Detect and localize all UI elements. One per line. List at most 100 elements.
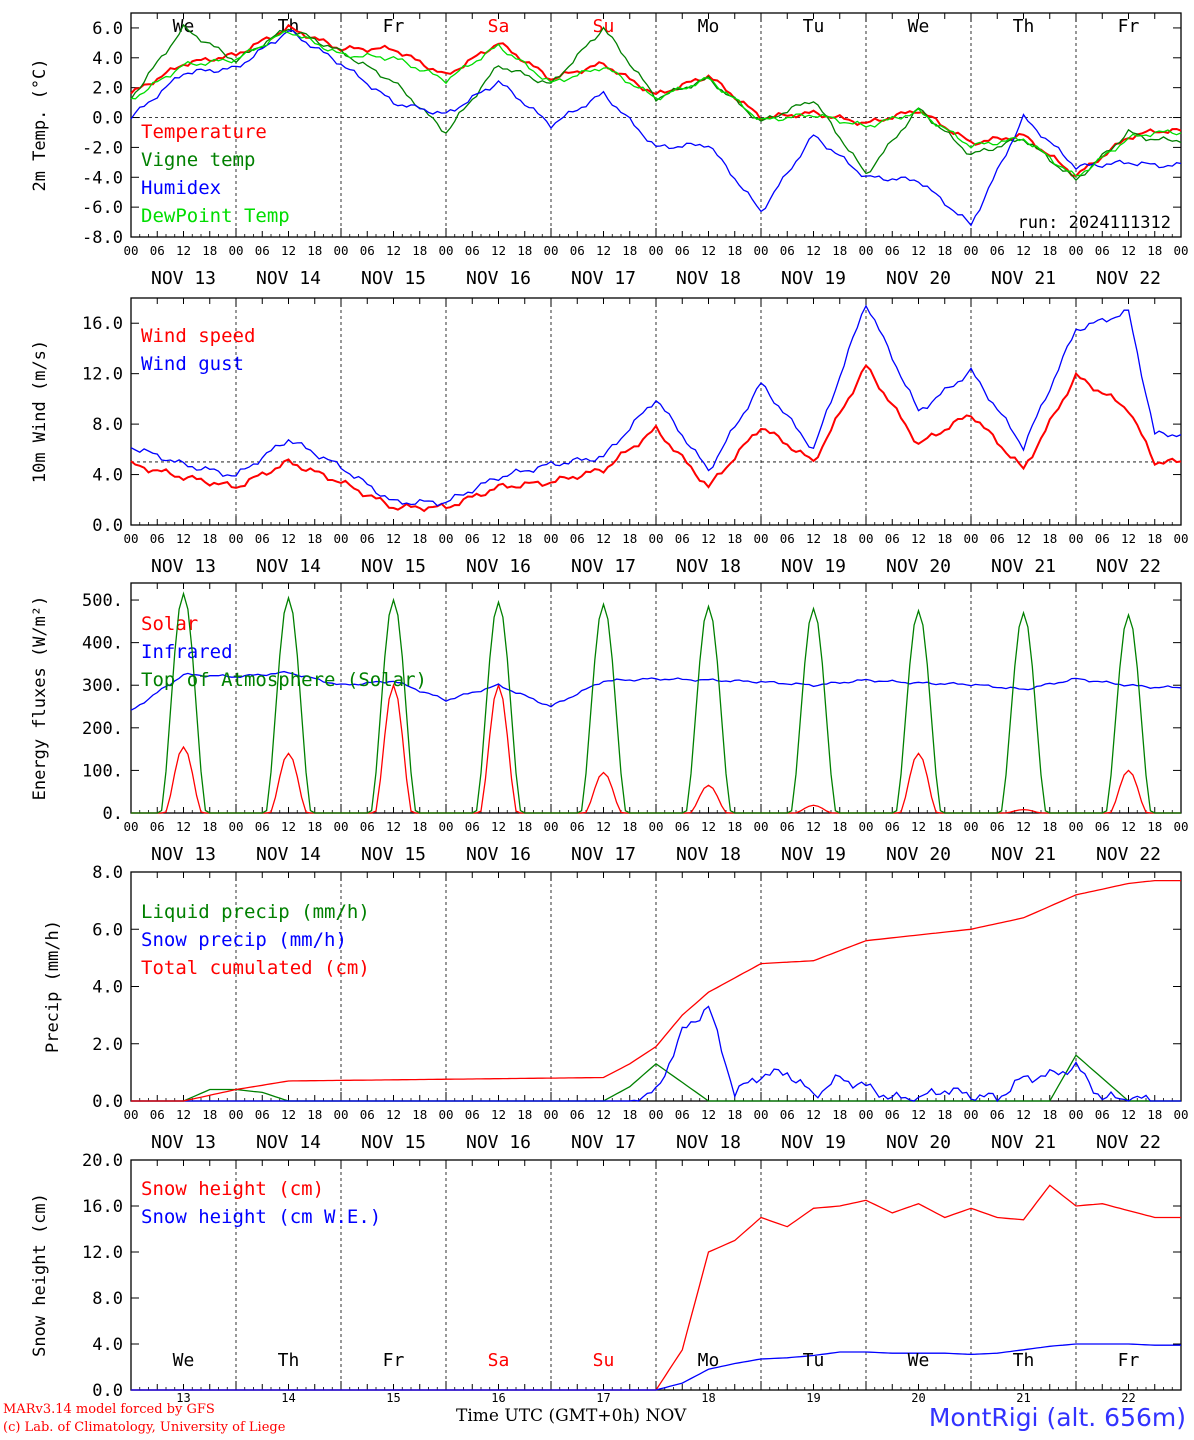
date-label: NOV 19 [781,844,846,865]
x-tick-label: 06 [780,531,795,546]
x-tick-label: 06 [1095,531,1110,546]
legend-entry: Wind gust [141,353,244,375]
y-tick-label: 20.0 [82,1151,123,1171]
bottom-day-number: 14 [281,1391,295,1405]
series-line-temperature [130,23,1182,177]
series-line-wind-speed [130,363,1182,513]
y-tick-label: -8.0 [82,228,123,248]
series-line-top-of-atmosphere-solar- [131,591,1181,814]
x-tick-label: 18 [1147,243,1162,258]
x-axis-month: NOV [645,1406,687,1426]
bottom-weekday-label: Fr [1118,1350,1140,1371]
x-tick-label: 12 [806,531,821,546]
weekday-label: We [173,16,195,37]
x-tick-label: 06 [885,243,900,258]
y-tick-label: 0. [103,804,123,824]
date-label: NOV 18 [676,844,741,865]
x-tick-label: 06 [465,1107,480,1122]
x-tick-label: 18 [1147,819,1162,834]
date-label: NOV 14 [256,1132,321,1153]
bottom-weekday-label: We [173,1350,195,1371]
y-tick-label: 200. [82,719,123,739]
x-tick-label: 06 [150,243,165,258]
date-label: NOV 22 [1096,844,1161,865]
x-tick-label: 00 [333,243,348,258]
panel-5: 0.0 4.0 8.0 12.0 16.0 20.0 Snow height (cm) Sno… [30,1151,1182,1405]
y-tick-label: 0.0 [92,1092,123,1112]
x-tick-label: 18 [832,531,847,546]
x-tick-label: 06 [255,1107,270,1122]
panel-2: 00 06 12 18 00 06 12 18 00 06 12 18 00 06 12 18 00 06 12 18… [30,297,1189,577]
x-tick-label: 18 [937,531,952,546]
x-tick-label: 12 [281,531,296,546]
x-tick-label: 00 [228,1107,243,1122]
x-tick-label: 06 [360,1107,375,1122]
x-axis-title: Time UTC (GMT+0h) NOV [456,1406,686,1426]
date-label: NOV 13 [151,844,216,865]
x-tick-label: 06 [885,1107,900,1122]
x-tick-label: 00 [648,243,663,258]
x-tick-label: 12 [1016,1107,1031,1122]
x-tick-label: 18 [202,531,217,546]
date-label: NOV 21 [991,556,1056,577]
y-tick-label: 100. [82,761,123,781]
series-line-dewpoint-temp [130,30,1182,177]
x-tick-label: 06 [255,819,270,834]
x-tick-label: 00 [438,1107,453,1122]
date-label: NOV 13 [151,556,216,577]
y-tick-label: -6.0 [82,198,123,218]
x-tick-label: 06 [675,243,690,258]
y-tick-label: 4.0 [92,1335,123,1355]
y-axis-title: Energy fluxes (W/m²) [30,596,50,801]
x-tick-label: 06 [150,1107,165,1122]
x-tick-label: 06 [150,531,165,546]
date-label: NOV 19 [781,1132,846,1153]
x-tick-label: 12 [701,531,716,546]
legend-entry: Vigne temp [141,149,255,171]
x-tick-label: 00 [438,819,453,834]
date-label: NOV 17 [571,844,636,865]
x-tick-label: 06 [675,1107,690,1122]
x-tick-label: 06 [150,819,165,834]
y-tick-label: -2.0 [82,138,123,158]
x-tick-label: 00 [123,1107,138,1122]
x-tick-label: 12 [176,1107,191,1122]
date-label: NOV 16 [466,556,531,577]
series-line-infrared [130,670,1182,711]
panel-1: 00 06 12 18 00 06 12 18 00 06 12 18 00 06 12 18 00 06 12 18… [30,12,1189,289]
date-label: NOV 16 [466,1132,531,1153]
legend-entry: Top of Atmosphere (Solar) [141,669,427,691]
x-tick-label: 00 [858,243,873,258]
panel-4: 00 06 12 18 00 06 12 18 00 06 12 18 00 06 12 18 00 06 12 18… [43,863,1189,1153]
bottom-weekday-label: Sa [488,1350,510,1371]
x-tick-label: 12 [701,1107,716,1122]
legend-entry: Snow precip (mm/h) [141,929,347,951]
date-label: NOV 13 [151,1132,216,1153]
x-tick-label: 12 [386,243,401,258]
x-tick-label: 12 [911,1107,926,1122]
series-line-snow-height-cm-w-e- [131,1343,1181,1391]
y-tick-label: 0.0 [92,1381,123,1401]
x-tick-label: 12 [176,243,191,258]
x-tick-label: 06 [465,243,480,258]
date-label: NOV 17 [571,1132,636,1153]
date-label: NOV 20 [886,556,951,577]
x-tick-label: 00 [228,819,243,834]
x-tick-label: 18 [412,1107,427,1122]
x-tick-label: 18 [937,819,952,834]
x-tick-label: 06 [1095,819,1110,834]
bottom-day-number: 17 [596,1391,610,1405]
x-tick-label: 00 [543,531,558,546]
x-tick-label: 18 [307,531,322,546]
date-label: NOV 17 [571,268,636,289]
copyright-credit: (c) Lab. of Climatology, University of L… [3,1420,286,1435]
bottom-weekday-label: Th [278,1350,300,1371]
x-tick-label: 18 [622,243,637,258]
x-tick-label: 06 [360,243,375,258]
date-label: NOV 15 [361,844,426,865]
x-tick-label: 12 [596,819,611,834]
x-tick-label: 00 [1173,243,1188,258]
x-tick-label: 00 [963,243,978,258]
x-tick-label: 00 [228,243,243,258]
